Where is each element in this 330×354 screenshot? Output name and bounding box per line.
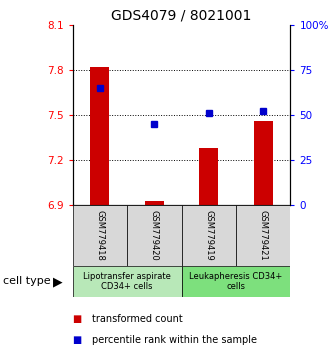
Title: GDS4079 / 8021001: GDS4079 / 8021001	[111, 8, 252, 22]
Text: cell type: cell type	[3, 276, 51, 286]
Bar	[182, 266, 290, 297]
Text: GSM779419: GSM779419	[204, 210, 213, 261]
Bar	[254, 121, 273, 205]
Text: GSM779421: GSM779421	[259, 210, 268, 261]
Bar	[199, 148, 218, 205]
Bar	[73, 205, 127, 266]
Bar	[145, 201, 164, 205]
Text: ■: ■	[73, 335, 82, 345]
Bar	[73, 266, 182, 297]
Bar	[90, 67, 109, 205]
Text: transformed count: transformed count	[92, 314, 183, 324]
Text: percentile rank within the sample: percentile rank within the sample	[92, 335, 257, 345]
Text: Lipotransfer aspirate
CD34+ cells: Lipotransfer aspirate CD34+ cells	[83, 272, 171, 291]
Text: GSM779420: GSM779420	[150, 210, 159, 261]
Text: ▶: ▶	[53, 275, 62, 288]
Text: Leukapheresis CD34+
cells: Leukapheresis CD34+ cells	[189, 272, 282, 291]
Bar	[236, 205, 290, 266]
Text: GSM779418: GSM779418	[95, 210, 104, 261]
Bar	[127, 205, 182, 266]
Text: ■: ■	[73, 314, 82, 324]
Bar	[182, 205, 236, 266]
